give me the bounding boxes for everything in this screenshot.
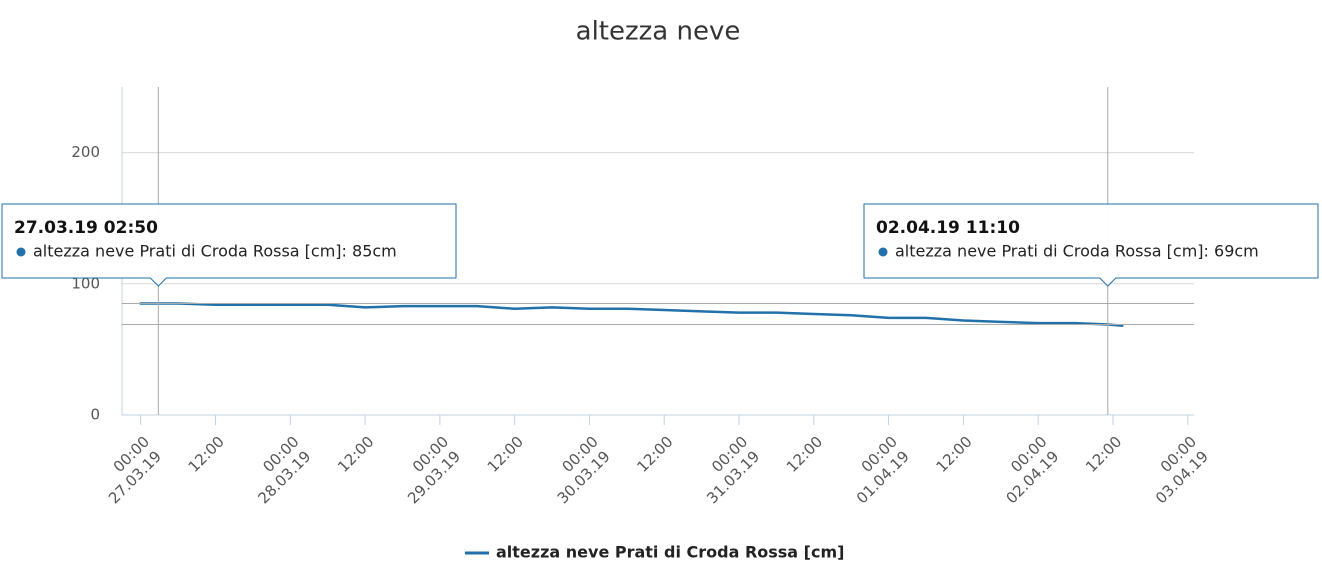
y-tick-label: 100: [71, 274, 100, 292]
x-tick-label-line: 12:00: [932, 432, 975, 475]
x-tick-label-line: 12:00: [483, 432, 526, 475]
x-tick-label: 12:00: [334, 432, 377, 475]
x-tick-label: 12:00: [483, 432, 526, 475]
legend-label: altezza neve Prati di Croda Rossa [cm]: [496, 543, 844, 562]
tooltip-text: altezza neve Prati di Croda Rossa [cm]: …: [895, 242, 1259, 261]
y-tick-label: 0: [90, 406, 100, 424]
x-tick-label: 12:00: [1082, 432, 1125, 475]
x-tick-label-line: 12:00: [334, 432, 377, 475]
tooltip-text: altezza neve Prati di Croda Rossa [cm]: …: [33, 242, 397, 261]
x-tick-label-line: 12:00: [1082, 432, 1125, 475]
x-tick-label: 12:00: [633, 432, 676, 475]
tooltip-title: 27.03.19 02:50: [14, 218, 158, 238]
x-tick-label: 00:0029.03.19: [390, 432, 465, 507]
x-tick-label-line: 12:00: [633, 432, 676, 475]
tooltip-dot: [878, 247, 888, 257]
x-tick-label: 00:0030.03.19: [540, 432, 615, 507]
tooltip-title: 02.04.19 11:10: [876, 218, 1020, 238]
x-tick-label: 12:00: [184, 432, 227, 475]
data-line: [139, 302, 1124, 328]
x-tick-label-line: 12:00: [184, 432, 227, 475]
tooltip-box: [863, 203, 1319, 287]
x-tick-label: 12:00: [932, 432, 975, 475]
chart-title: altezza neve: [576, 17, 741, 47]
tooltip-dot: [16, 247, 26, 257]
x-tick-label: 00:0002.04.19: [989, 432, 1064, 507]
x-tick-label: 00:0031.03.19: [690, 432, 765, 507]
x-tick-label: 00:0028.03.19: [241, 432, 316, 507]
x-tick-label: 00:0027.03.19: [91, 432, 166, 507]
x-tick-label: 00:0001.04.19: [839, 432, 914, 507]
y-tick-label: 200: [71, 143, 100, 161]
x-tick-label-line: 12:00: [783, 432, 826, 475]
tooltip-box: [1, 203, 457, 287]
x-tick-label: 00:0003.04.19: [1138, 432, 1213, 507]
x-tick-label: 12:00: [783, 432, 826, 475]
